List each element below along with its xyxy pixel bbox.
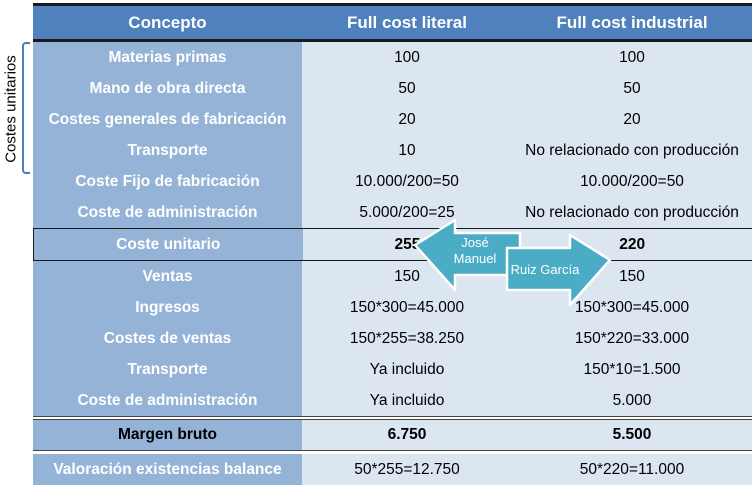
table-row-margen-bruto: Margen bruto 6.750 5.500	[33, 416, 752, 451]
row-label: Transporte	[33, 135, 302, 166]
row-industrial: 10.000/200=50	[512, 166, 752, 197]
header-full-cost-literal: Full cost literal	[347, 12, 467, 32]
row-label: Materias primas	[33, 42, 302, 73]
table-row: Valoración existencias balance 50*255=12…	[33, 451, 752, 485]
header-full-cost-industrial: Full cost industrial	[556, 12, 708, 32]
table-row: Costes generales de fabricación 20 20	[33, 104, 752, 135]
row-industrial: 220	[512, 229, 752, 260]
row-label: Ingresos	[33, 292, 302, 323]
table-row: Costes de ventas 150*255=38.250 150*220=…	[33, 323, 752, 354]
table-row: Transporte 10 No relacionado con producc…	[33, 135, 752, 166]
table-header: Concepto Full cost literal Full cost ind…	[33, 3, 752, 42]
table-row: Coste Fijo de fabricación 10.000/200=50 …	[33, 166, 752, 197]
row-industrial: No relacionado con producción	[512, 197, 752, 228]
row-literal: 50	[302, 73, 512, 104]
row-label: Ventas	[33, 261, 302, 292]
row-industrial: 20	[512, 104, 752, 135]
cost-comparison-table: Concepto Full cost literal Full cost ind…	[33, 3, 752, 485]
row-label: Coste Fijo de fabricación	[33, 166, 302, 197]
row-label: Coste de administración	[33, 385, 302, 416]
row-label: Margen bruto	[33, 420, 302, 450]
group-brace	[22, 42, 30, 174]
row-literal: 150*300=45.000	[302, 292, 512, 323]
row-industrial: 5.500	[512, 420, 752, 450]
row-literal: 10	[302, 135, 512, 166]
side-group-label-text: Costes unitarios	[2, 55, 20, 163]
row-label: Coste unitario	[34, 229, 303, 260]
row-industrial: 150*220=33.000	[512, 323, 752, 354]
row-industrial: 5.000	[512, 385, 752, 416]
left-arrow-label-line2: Manuel	[453, 251, 497, 266]
row-industrial: 50*220=11.000	[512, 454, 752, 485]
row-label: Valoración existencias balance	[33, 454, 302, 485]
row-literal: 100	[302, 42, 512, 73]
right-arrow-label: Ruiz García	[510, 262, 580, 277]
row-industrial: 100	[512, 42, 752, 73]
left-arrow-label: José Manuel	[440, 235, 510, 267]
row-label: Coste de administración	[33, 197, 302, 228]
row-label: Costes de ventas	[33, 323, 302, 354]
row-literal: 20	[302, 104, 512, 135]
row-label: Transporte	[33, 354, 302, 385]
table-row: Ingresos 150*300=45.000 150*300=45.000	[33, 292, 752, 323]
header-concepto: Concepto	[128, 12, 207, 32]
table-row-coste-unitario: Coste unitario 255 220	[33, 228, 752, 261]
row-literal: 10.000/200=50	[302, 166, 512, 197]
table-row: Mano de obra directa 50 50	[33, 73, 752, 104]
row-industrial: No relacionado con producción	[512, 135, 752, 166]
row-literal: 150*255=38.250	[302, 323, 512, 354]
table-row: Transporte Ya incluido 150*10=1.500	[33, 354, 752, 385]
row-literal: 6.750	[302, 420, 512, 450]
row-label: Costes generales de fabricación	[33, 104, 302, 135]
table-row: Ventas 150 150	[33, 261, 752, 292]
row-industrial: 50	[512, 73, 752, 104]
side-group-label: Costes unitarios	[0, 34, 22, 184]
row-label: Mano de obra directa	[33, 73, 302, 104]
table-row: Coste de administración Ya incluido 5.00…	[33, 385, 752, 416]
row-literal: 50*255=12.750	[302, 454, 512, 485]
left-arrow-label-line1: José	[461, 235, 489, 250]
table-row: Coste de administración 5.000/200=25 No …	[33, 197, 752, 228]
table-row: Materias primas 100 100	[33, 42, 752, 73]
row-industrial: 150*300=45.000	[512, 292, 752, 323]
row-literal: 5.000/200=25	[302, 197, 512, 228]
row-industrial: 150*10=1.500	[512, 354, 752, 385]
row-literal: Ya incluido	[302, 354, 512, 385]
row-literal: Ya incluido	[302, 385, 512, 416]
